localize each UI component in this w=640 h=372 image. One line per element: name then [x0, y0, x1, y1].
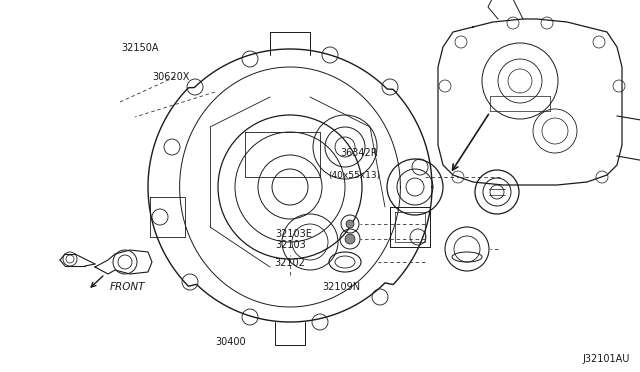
Text: 30400: 30400 [215, 337, 246, 347]
Text: 36342R: 36342R [340, 148, 378, 158]
Text: (40x55x13): (40x55x13) [328, 171, 380, 180]
Text: 32102: 32102 [274, 259, 305, 268]
Text: 30620X: 30620X [152, 73, 189, 82]
Text: J32101AU: J32101AU [582, 354, 630, 364]
Circle shape [345, 234, 355, 244]
Text: FRONT: FRONT [110, 282, 145, 292]
Text: 32150A: 32150A [122, 44, 159, 53]
Text: 32103: 32103 [275, 240, 306, 250]
Text: 32103E: 32103E [275, 229, 312, 238]
Circle shape [346, 220, 354, 228]
Text: 32109N: 32109N [322, 282, 360, 292]
